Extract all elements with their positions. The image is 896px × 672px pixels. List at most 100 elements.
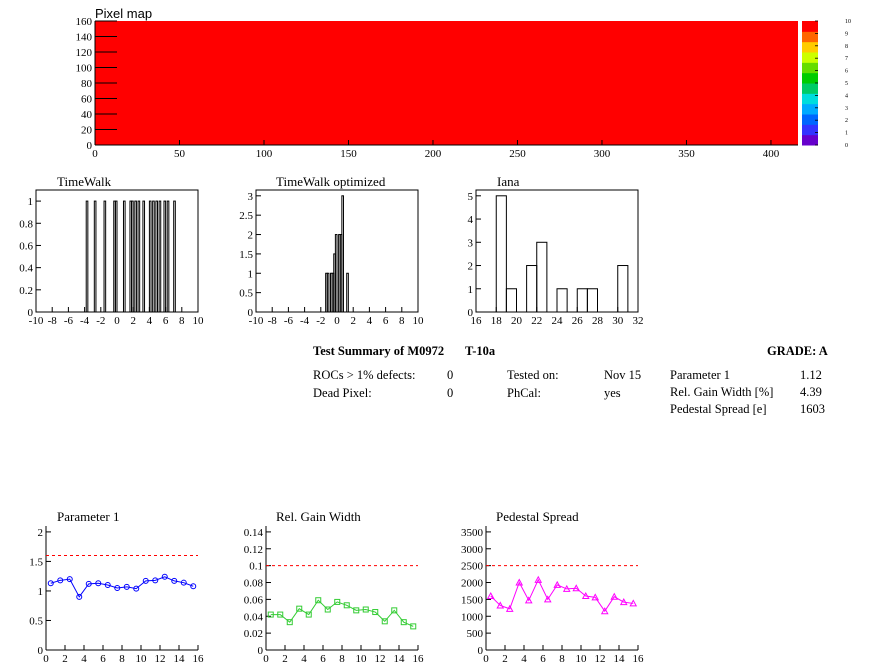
y-tick-label: 60 <box>81 94 93 106</box>
y-tick-label: 0.5 <box>239 288 253 300</box>
y-tick-label: 2 <box>248 230 254 242</box>
x-tick-label: 10 <box>576 653 588 665</box>
data-point <box>180 579 187 586</box>
y-tick-label: 0.1 <box>249 561 263 573</box>
y-tick-label: 140 <box>76 32 93 44</box>
x-tick-label: -4 <box>300 315 310 327</box>
summary-dead-pixel-label: Dead Pixel: <box>313 386 372 400</box>
data-point <box>171 577 178 584</box>
histogram-bar <box>158 200 162 313</box>
y-tick-label: 0.6 <box>19 240 33 252</box>
data-point <box>629 599 638 607</box>
x-tick-label: 14 <box>394 653 406 665</box>
histogram-bar <box>131 200 134 313</box>
data-point <box>57 577 64 584</box>
x-tick-label: 4 <box>301 653 307 665</box>
histogram-bar <box>334 234 338 313</box>
data-point <box>610 592 619 600</box>
data-point <box>161 573 168 580</box>
heatmap-cells <box>95 21 798 145</box>
chart-6: Pedestal Spread 0 500 1000 1500 2000 2500 3000 3… <box>461 509 644 665</box>
data-point <box>600 607 609 615</box>
x-tick-label: 8 <box>119 653 125 665</box>
summary-rocs-label: ROCs > 1% defects: <box>313 368 416 382</box>
x-tick-label: 12 <box>155 653 166 665</box>
histogram-bar <box>586 288 598 313</box>
color-scale-band <box>802 93 818 105</box>
data-point <box>324 606 331 613</box>
color-scale-band <box>802 114 818 125</box>
histogram-bar <box>122 200 126 313</box>
y-tick-label: 1.5 <box>239 249 253 261</box>
y-tick-label: 3 <box>468 237 474 249</box>
color-scale-tick-label: 2 <box>845 118 848 124</box>
histogram-bar <box>148 200 152 313</box>
x-tick-label: 250 <box>509 148 526 160</box>
color-scale-band <box>802 124 818 136</box>
y-tick-label: 1.5 <box>29 556 43 568</box>
x-tick-label: 100 <box>256 148 273 160</box>
summary-dead-pixel-value: 0 <box>447 386 454 400</box>
histogram-bar <box>152 200 155 313</box>
data-point <box>496 601 505 609</box>
series-line <box>270 599 414 627</box>
x-tick-label: -10 <box>29 315 44 327</box>
chart-2: TimeWalk optimized 0 0.5 1 1.5 2 2.5 3 -10 -8 -6 -4… <box>239 174 424 327</box>
color-scale-band <box>802 72 818 84</box>
chart-4: Parameter 1 0 0.5 1 1.5 2 0 2 4 6 8 10 12 14 16 <box>29 509 204 665</box>
x-tick-label: 8 <box>179 315 185 327</box>
y-tick-label: 3 <box>248 191 254 203</box>
y-tick-label: 2 <box>38 527 44 539</box>
data-point <box>391 607 398 614</box>
histogram-bar <box>576 288 588 313</box>
x-tick-label: 16 <box>413 653 425 665</box>
data-point <box>104 582 111 589</box>
data-point <box>66 576 73 583</box>
x-tick-label: 4 <box>521 653 527 665</box>
data-point <box>591 593 600 601</box>
color-scale-tick-label: 4 <box>845 93 848 99</box>
data-point <box>142 577 149 584</box>
x-tick-label: -8 <box>268 315 278 327</box>
x-tick-label: 4 <box>367 315 373 327</box>
summary-parameter1-label: Parameter 1 <box>670 368 731 382</box>
data-point <box>410 623 417 630</box>
x-tick-label: 14 <box>614 653 626 665</box>
histogram-bar <box>134 200 137 313</box>
histogram-bar <box>163 200 167 313</box>
x-tick-label: 2 <box>282 653 288 665</box>
summary-title: Test Summary of M0972 <box>313 344 445 358</box>
chart-3: Iana 0 1 2 3 4 5 16 18 20 22 24 26 28 30 32 <box>468 174 644 327</box>
color-scale-band <box>802 52 818 63</box>
y-tick-label: 1 <box>248 268 254 280</box>
data-point <box>505 604 514 612</box>
data-point <box>400 619 407 626</box>
summary-gain-width-value: 4.39 <box>800 385 822 399</box>
y-tick-label: 0.02 <box>244 628 263 640</box>
x-tick-label: 0 <box>483 653 489 665</box>
x-tick-label: 150 <box>340 148 357 160</box>
histogram-bar <box>341 195 344 313</box>
x-tick-label: 0 <box>43 653 49 665</box>
series-line <box>490 578 634 613</box>
data-point <box>334 598 341 605</box>
y-tick-label: 0.04 <box>244 611 264 623</box>
color-scale-band <box>802 21 818 32</box>
y-tick-label: 1500 <box>461 594 484 606</box>
y-tick-label: 20 <box>81 125 93 137</box>
x-tick-label: 6 <box>163 315 169 327</box>
data-point <box>562 584 571 592</box>
summary-rocs-value: 0 <box>447 368 454 382</box>
y-tick-label: 0.06 <box>244 594 264 606</box>
y-tick-label: 0.8 <box>19 218 33 230</box>
x-tick-label: 2 <box>130 315 136 327</box>
color-scale: 0 1 2 3 4 5 6 7 8 9 10 <box>802 19 851 149</box>
x-tick-label: 0 <box>263 653 269 665</box>
x-tick-label: 8 <box>399 315 405 327</box>
data-point <box>372 609 379 616</box>
data-point <box>296 605 303 612</box>
x-tick-label: 6 <box>383 315 389 327</box>
x-tick-label: 20 <box>511 315 523 327</box>
